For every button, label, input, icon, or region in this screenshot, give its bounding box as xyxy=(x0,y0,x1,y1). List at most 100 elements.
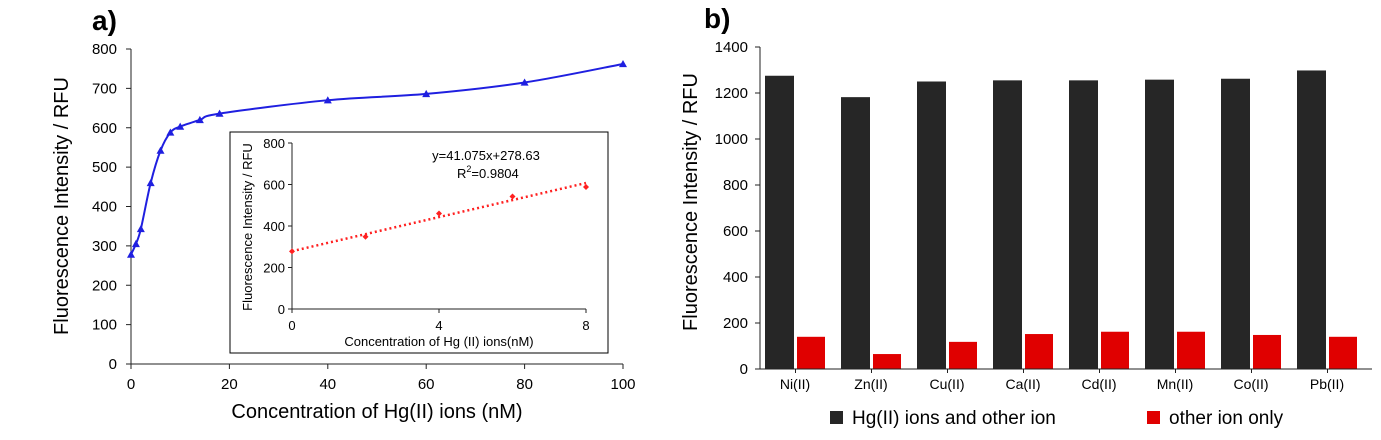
legend-label-hg-and-other: Hg(II) ions and other ion xyxy=(852,408,1056,429)
inset-y-ticks: 0 200 400 600 800 xyxy=(263,136,292,317)
panel-a-data-point xyxy=(136,224,145,233)
bar-hg-and-other xyxy=(917,81,946,369)
inset-y-axis-label: Fluorescence Intensity / RFU xyxy=(240,143,255,311)
inset-equation: y=41.075x+278.63 xyxy=(432,148,540,163)
panel-b-y-tick-label: 1400 xyxy=(715,39,748,56)
inset-data-point xyxy=(289,248,295,255)
legend-label-other-only: other ion only xyxy=(1169,408,1284,429)
panel-a-series-line xyxy=(130,62,624,255)
inset-data-point xyxy=(362,233,369,240)
inset-fit-line xyxy=(291,181,587,253)
inset-x-ticks: 0 4 8 xyxy=(288,309,590,333)
panel-b-category-label: Mn(II) xyxy=(1157,376,1194,392)
panel-a-data-point xyxy=(520,78,529,86)
panel-a-data-point xyxy=(176,122,185,130)
panel-b-y-tick-label: 1200 xyxy=(715,85,748,102)
panel-b-label: b) xyxy=(704,3,730,34)
panel-a-data-point xyxy=(166,128,175,136)
inset-y-tick-label: 0 xyxy=(278,302,285,317)
panel-a-y-tick-label: 200 xyxy=(92,277,117,294)
panel-a-inset: 0 200 400 600 800 0 4 8 y=41.075x+278.63 R2=0.… xyxy=(229,131,609,354)
panel-a-x-tick-label: 80 xyxy=(516,376,533,393)
inset-r2-value: =0.9804 xyxy=(471,166,518,181)
panel-b-y-ticks: 0 200 400 600 800 1000 1200 1400 xyxy=(715,39,760,378)
panel-a-data-point xyxy=(619,59,627,68)
panel-a-label: a) xyxy=(92,5,117,36)
bar-other-only xyxy=(1025,334,1053,369)
panel-a-y-tick-label: 500 xyxy=(92,159,117,176)
panel-b-y-tick-label: 1000 xyxy=(715,131,748,148)
panel-a-x-tick-label: 20 xyxy=(221,376,238,393)
panel-b-y-tick-label: 600 xyxy=(723,223,748,240)
panel-a-data-point xyxy=(127,250,135,258)
panel-b-y-tick-label: 800 xyxy=(723,177,748,194)
bar-hg-and-other xyxy=(1145,79,1174,369)
inset-r2-superscript: 2 xyxy=(466,164,471,174)
panel-b-bars xyxy=(765,70,1357,370)
panel-a-y-ticks: 0 100 200 300 400 500 600 700 800 xyxy=(92,41,131,373)
panel-a-x-tick-label: 100 xyxy=(610,376,635,393)
bar-hg-and-other xyxy=(993,80,1022,369)
panel-b-category-label: Co(II) xyxy=(1234,376,1269,392)
bar-other-only xyxy=(1253,334,1281,369)
bar-other-only xyxy=(1101,331,1129,369)
panel-b-category-label: Ni(II) xyxy=(780,376,810,392)
panel-b-y-tick-label: 0 xyxy=(740,361,748,378)
panel-a-x-tick-label: 40 xyxy=(319,376,336,393)
panel-a-y-tick-label: 300 xyxy=(92,238,117,255)
panel-b-category-labels: Ni(II) Zn(II) Cu(II) Ca(II) Cd(II) Mn(II) Co(I… xyxy=(780,369,1344,392)
panel-a-data-point xyxy=(146,178,155,187)
inset-data-point xyxy=(509,193,516,200)
panel-b-y-axis-label: Fluorescence Intensity / RFU xyxy=(680,73,702,331)
panel-a-data-point xyxy=(195,115,204,124)
inset-x-tick-label: 0 xyxy=(288,318,295,333)
panel-a-data-point xyxy=(323,96,332,104)
panel-b-legend: Hg(II) ions and other ion other ion only xyxy=(830,408,1284,429)
bar-other-only xyxy=(873,354,901,369)
inset-x-tick-label: 4 xyxy=(435,318,442,333)
inset-data-points xyxy=(289,183,589,255)
panel-b-category-label: Cu(II) xyxy=(930,376,965,392)
inset-data-point xyxy=(436,210,442,217)
panel-a-x-ticks: 0 20 40 60 80 100 xyxy=(127,364,636,393)
panel-a-y-tick-label: 100 xyxy=(92,317,117,334)
inset-y-tick-label: 200 xyxy=(263,261,285,276)
bar-other-only xyxy=(1177,331,1205,369)
panel-a-y-tick-label: 0 xyxy=(109,356,117,373)
bar-hg-and-other xyxy=(1069,80,1098,369)
inset-frame xyxy=(229,131,609,354)
legend-swatch-other-only xyxy=(1147,411,1160,424)
inset-y-tick-label: 600 xyxy=(263,178,285,193)
inset-y-tick-label: 800 xyxy=(263,136,285,151)
panel-a-data-points xyxy=(127,59,627,258)
inset-x-tick-label: 8 xyxy=(582,318,589,333)
panel-a-y-tick-label: 700 xyxy=(92,80,117,97)
panel-b-y-tick-label: 400 xyxy=(723,269,748,286)
panel-b-category-label: Cd(II) xyxy=(1082,376,1117,392)
bar-hg-and-other xyxy=(765,75,794,369)
panel-a-x-axis-label: Concentration of Hg(II) ions (nM) xyxy=(231,401,522,423)
inset-r2-letter: R xyxy=(457,166,466,181)
bar-hg-and-other xyxy=(1221,78,1250,370)
inset-x-axis-label: Concentration of Hg (II) ions(nM) xyxy=(344,334,533,349)
panel-b-category-label: Pb(II) xyxy=(1310,376,1344,392)
legend-swatch-hg-and-other xyxy=(830,411,843,424)
panel-b-category-label: Zn(II) xyxy=(854,376,887,392)
inset-r2: R2=0.9804 xyxy=(457,164,519,181)
panel-a-x-tick-label: 0 xyxy=(127,376,135,393)
panel-a-x-tick-label: 60 xyxy=(418,376,435,393)
panel-a-data-point xyxy=(422,89,431,98)
panel-a-y-tick-label: 600 xyxy=(92,120,117,137)
bar-hg-and-other xyxy=(841,97,870,369)
bar-hg-and-other xyxy=(1297,70,1326,370)
panel-b-y-tick-label: 200 xyxy=(723,315,748,332)
bar-other-only xyxy=(949,341,977,369)
bar-other-only xyxy=(797,336,825,369)
panel-a-data-point xyxy=(156,146,165,154)
panel-a-data-point xyxy=(131,239,140,248)
panel-a-y-axis-label: Fluorescence Intensity / RFU xyxy=(51,77,73,335)
panel-a-y-tick-label: 800 xyxy=(92,41,117,58)
panel-a-y-tick-label: 400 xyxy=(92,199,117,216)
